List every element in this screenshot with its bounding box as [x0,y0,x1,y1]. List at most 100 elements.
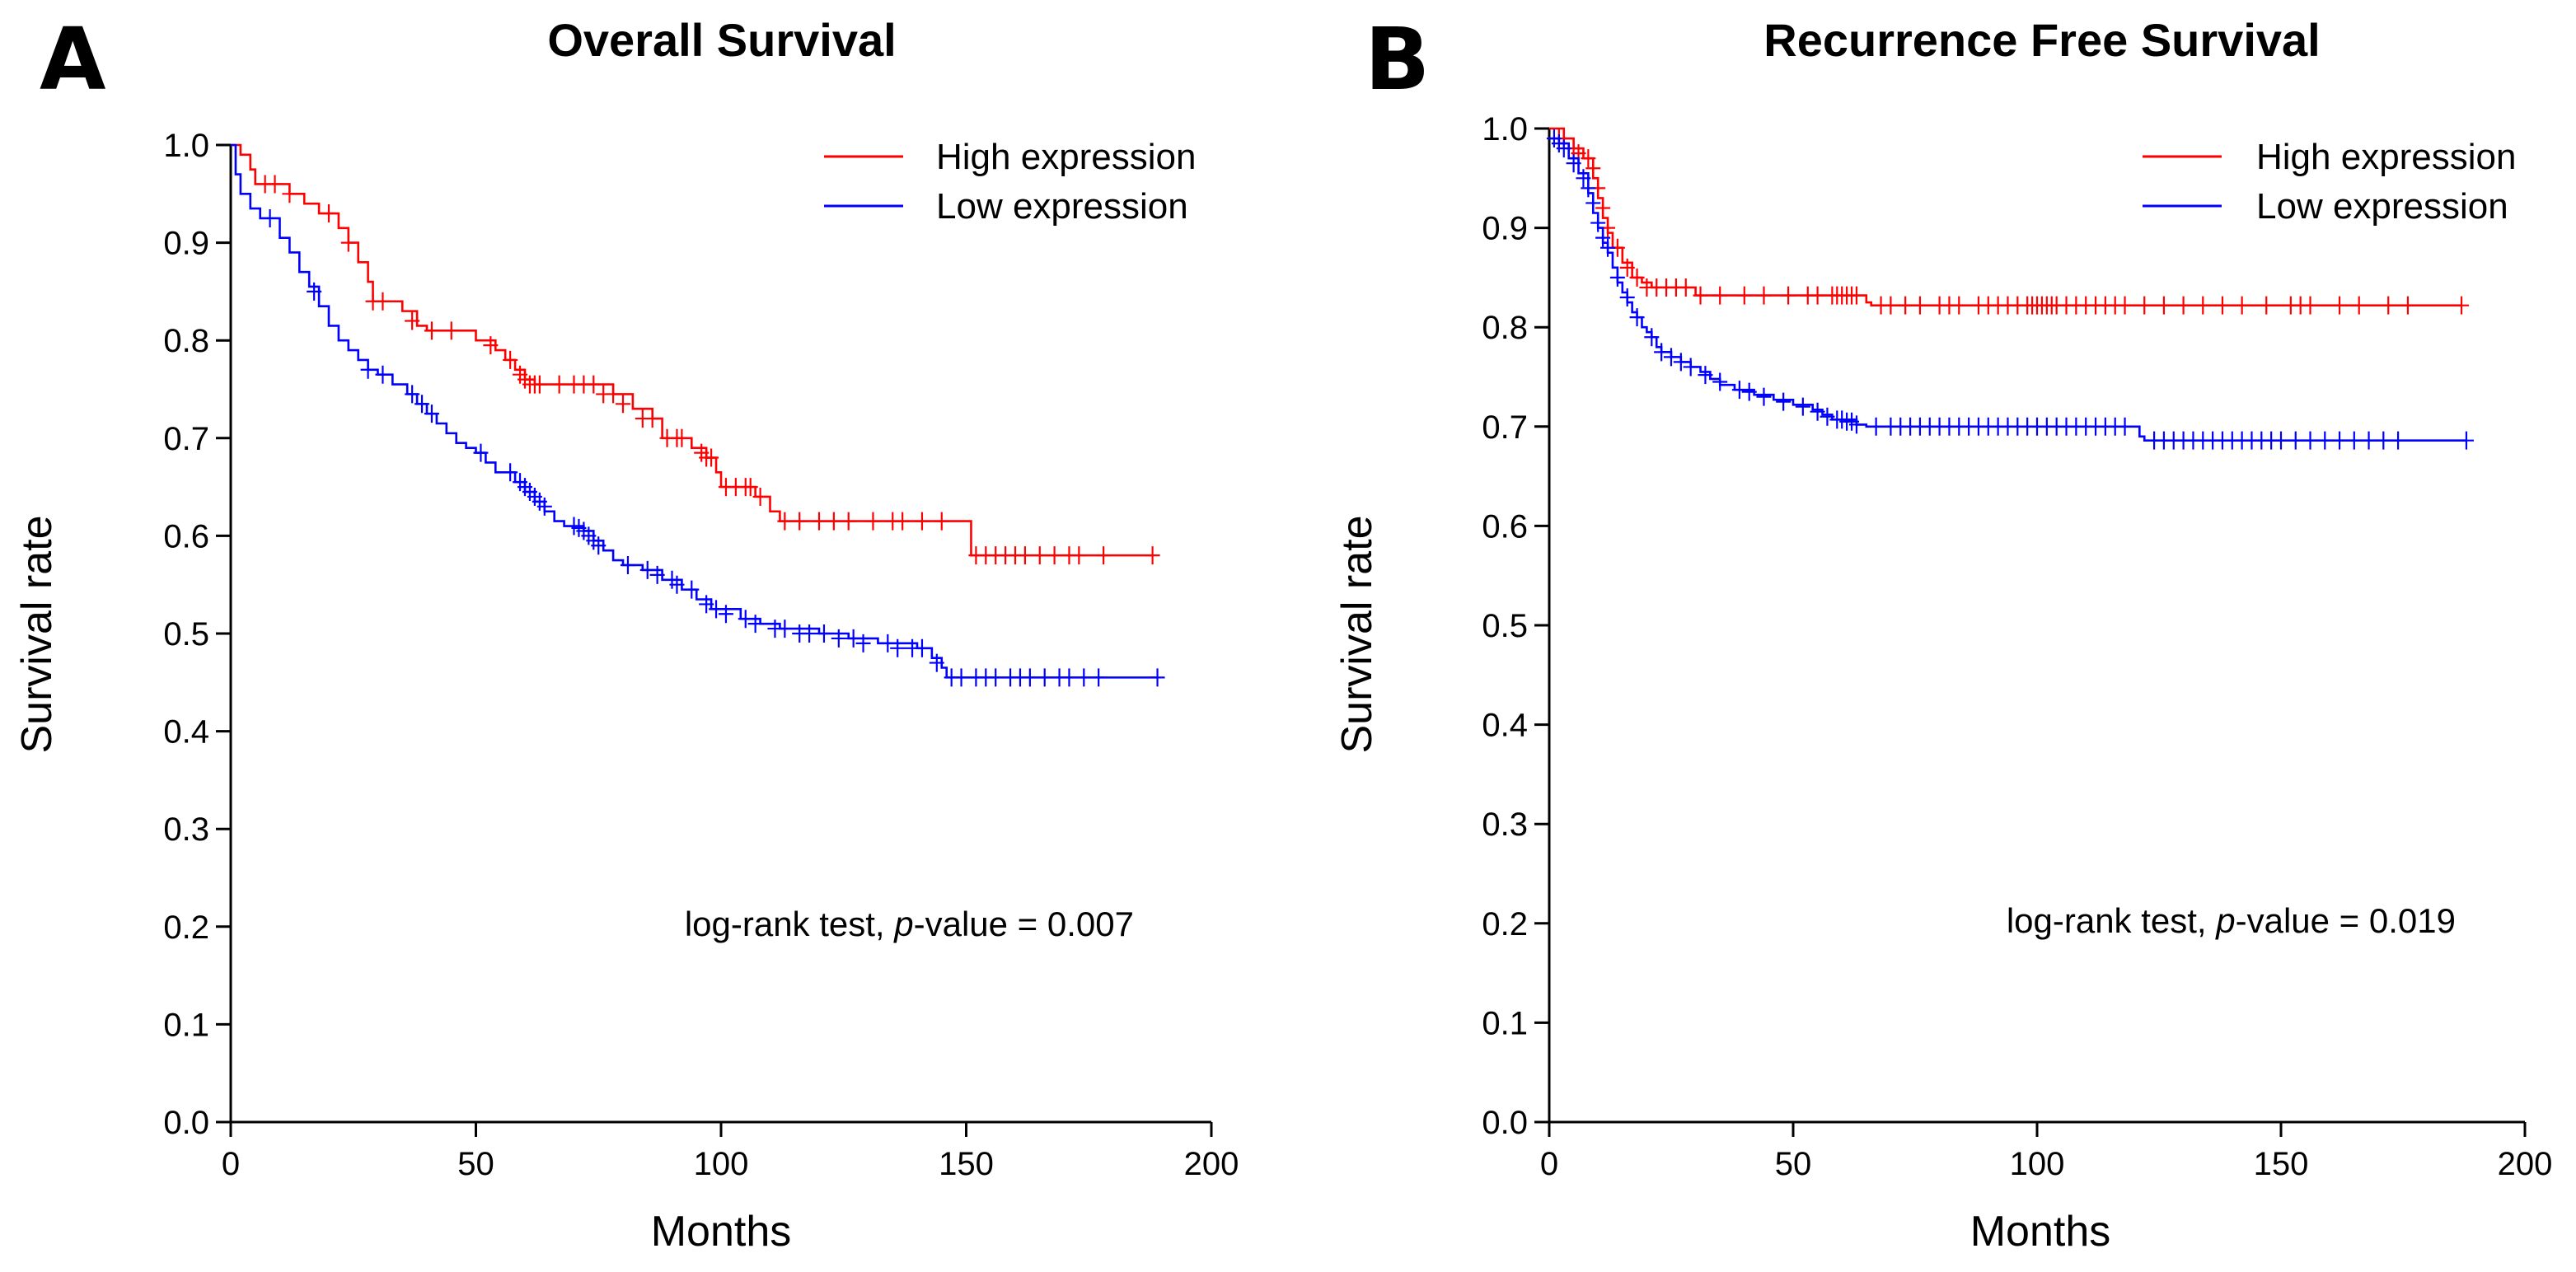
censor-mark-low [777,620,793,638]
censor-mark-high [2332,296,2348,315]
censor-mark-high [606,385,621,404]
censor-mark-low [1600,238,1616,257]
censor-mark-high [2214,296,2230,315]
y-tick-label: 0.0 [163,1105,209,1141]
panel-a: A Overall Survival 0.0 0.1 0.2 0.3 0.4 0.5 0.6… [13,9,1239,1256]
censor-mark-low [1795,397,1810,416]
censor-mark-low [845,629,861,648]
censor-mark-low [307,282,322,301]
y-tick-label: 0.3 [1482,807,1528,843]
censor-mark-high [2137,296,2152,315]
censor-mark-low [2274,431,2288,450]
censor-mark-low [2376,431,2391,450]
censor-mark-high [2351,296,2367,315]
censor-mark-low [802,624,817,643]
censor-mark-high [2454,296,2470,315]
legend-label-low: Low expression [936,186,1188,227]
y-tick-label: 0.1 [163,1007,209,1043]
censor-mark-low [360,360,376,379]
censor-mark-high [321,204,336,223]
y-tick-label: 0.4 [1482,708,1528,744]
censor-mark-high [704,448,719,467]
censor-mark-high [1883,296,1899,315]
censor-mark-high [1736,286,1752,305]
censor-mark-high [503,350,518,369]
survival-curve-low [1549,137,2466,442]
series-layer [231,143,1165,687]
censor-mark-high [1951,296,1967,315]
censor-mark-low [1712,372,1728,391]
censor-mark-high [586,375,602,394]
y-tick-label: 0.9 [163,226,209,262]
y-tick-label: 0.6 [163,518,209,554]
censor-mark-high [424,321,439,340]
censor-mark-high [914,512,930,531]
censor-mark-low [855,634,871,652]
y-tick-label: 0.8 [1482,310,1528,346]
legend-label-high: High expression [936,137,1197,177]
censor-mark-high [1912,296,1927,315]
x-tick-label: 0 [1540,1146,1558,1182]
censor-mark-high [2259,296,2274,315]
panel-b: B Recurrence Free Survival 0.0 0.1 0.2 0.3 0… [1333,9,2552,1256]
y-tick-label: 0.2 [163,910,209,946]
censor-mark-low [1037,668,1052,687]
censor-mark-low [2346,431,2362,450]
y-tick-label: 0.7 [163,421,209,457]
censor-mark-low [1091,668,1107,687]
censor-mark-high [792,512,808,531]
censor-mark-low [1820,407,1835,426]
y-tick-label: 0.5 [163,616,209,652]
censor-mark-high [2117,296,2133,315]
censor-mark-low [2391,431,2406,450]
censor-mark-low [503,463,518,482]
censor-mark-high [1071,546,1087,565]
censor-mark-low [1664,348,1679,367]
y-tick-label: 1.0 [163,128,209,164]
survival-curve-high [231,143,1153,557]
y-tick-label: 0.4 [163,714,209,751]
censor-mark-high [551,375,567,394]
y-tick-label: 0.5 [1482,608,1528,644]
legend: High expression Low expression [2143,137,2517,227]
censor-mark-low [2117,417,2133,436]
censor-mark-low [1609,268,1625,287]
censor-mark-high [674,428,690,447]
censor-mark-low [262,208,278,227]
censor-mark-high [1781,286,1796,305]
censor-mark-low [1022,668,1037,687]
y-axis-label: Survival rate [13,516,61,754]
censor-mark-high [1581,149,1596,168]
censor-mark-high [644,409,660,428]
censor-mark-low [1556,139,1571,158]
censor-mark-high [752,487,768,506]
censor-mark-high [1096,546,1112,565]
censor-mark-low [649,565,665,584]
censor-mark-high [532,375,547,394]
censor-mark-low [1810,402,1825,421]
legend-label-high: High expression [2256,137,2517,177]
chart-title: Recurrence Free Survival [1763,14,2320,66]
censor-mark-low [1683,358,1698,376]
censor-mark-low [953,668,969,687]
censor-mark-low [1595,228,1611,247]
panel-letter-a: A [40,9,106,110]
censor-mark-low [890,638,906,657]
censor-mark-low [473,443,489,462]
censor-mark-high [1145,546,1160,565]
censor-mark-low [2302,431,2318,450]
censor-mark-low [2361,431,2377,450]
censor-mark-low [1698,366,1713,385]
censor-mark-low [1654,343,1670,362]
censor-mark-low [1585,194,1601,213]
censor-mark-high [2234,296,2250,315]
censor-mark-high [841,512,856,531]
y-tick-label: 0.7 [1482,409,1528,446]
censor-mark-low [1566,154,1581,173]
censor-mark-low [684,580,700,599]
y-tick-label: 0.2 [1482,906,1528,942]
censor-mark-low [1619,288,1635,307]
y-tick-label: 0.9 [1482,211,1528,247]
censor-mark-high [2302,296,2318,315]
